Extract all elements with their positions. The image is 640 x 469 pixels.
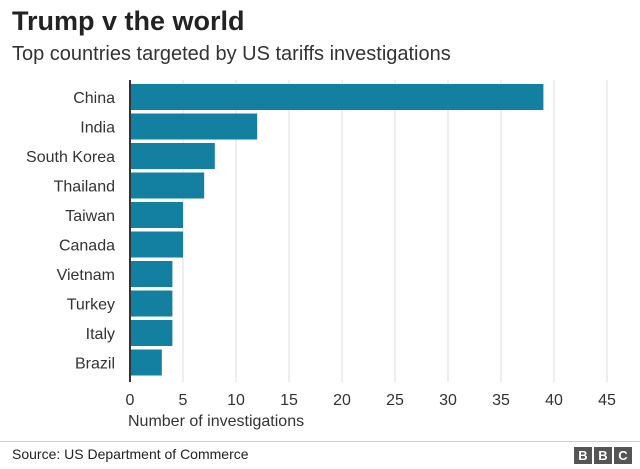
x-tick-label: 30: [439, 392, 457, 409]
bar-brazil: [130, 349, 162, 376]
logo-letter: B: [574, 447, 592, 464]
x-tick-label: 10: [227, 392, 245, 409]
category-label: Italy: [86, 326, 115, 343]
x-tick-label: 25: [386, 392, 404, 409]
category-label: Thailand: [54, 179, 115, 196]
x-tick-label: 0: [126, 392, 135, 409]
chart-title: Trump v the world: [12, 6, 245, 36]
x-tick-label: 5: [179, 392, 188, 409]
category-label: India: [80, 120, 115, 137]
category-label: Vietnam: [57, 267, 115, 284]
category-label: China: [73, 90, 115, 107]
chart-subtitle: Top countries targeted by US tariffs inv…: [12, 43, 451, 65]
source-note: Source: US Department of Commerce: [12, 446, 249, 462]
x-axis-label: Number of investigations: [128, 413, 304, 430]
bar-taiwan: [130, 202, 183, 228]
bar-south-korea: [130, 143, 215, 169]
bar-thailand: [130, 172, 205, 199]
x-tick-label: 40: [545, 392, 563, 409]
bar-india: [130, 113, 258, 140]
x-tick-label: 35: [492, 392, 510, 409]
category-label: Taiwan: [65, 208, 115, 225]
bar-turkey: [130, 290, 173, 317]
bbc-logo: B B C: [574, 447, 632, 464]
category-label: South Korea: [26, 149, 115, 166]
category-label: Brazil: [75, 356, 115, 373]
logo-letter: C: [614, 447, 632, 464]
bar-chart: 0 5 10 15 20 25 30 35 40 45 China India South Korea T…: [26, 80, 616, 430]
x-tick-label: 45: [598, 392, 616, 409]
x-tick-label: 15: [280, 392, 298, 409]
x-tick-label: 20: [333, 392, 351, 409]
category-label: Canada: [59, 238, 115, 255]
logo-letter: B: [594, 447, 612, 464]
bar-italy: [130, 320, 173, 346]
bar-vietnam: [130, 261, 173, 287]
bar-china: [130, 84, 544, 110]
footer-divider: [0, 441, 640, 442]
bar-canada: [130, 231, 183, 258]
category-label: Turkey: [67, 297, 115, 314]
